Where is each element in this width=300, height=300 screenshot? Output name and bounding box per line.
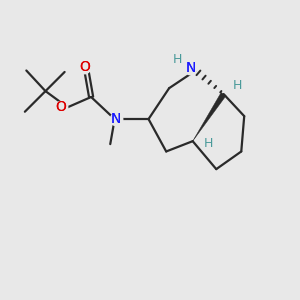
Text: N: N — [110, 112, 121, 126]
Text: O: O — [79, 60, 90, 74]
Text: O: O — [56, 100, 67, 114]
Text: H: H — [233, 79, 242, 92]
Text: N: N — [110, 112, 121, 126]
Text: H: H — [203, 137, 213, 150]
Text: O: O — [79, 60, 90, 74]
Text: H: H — [173, 53, 182, 66]
Text: N: N — [185, 61, 196, 75]
Text: N: N — [185, 61, 196, 75]
Text: O: O — [56, 100, 67, 114]
Polygon shape — [193, 92, 226, 141]
